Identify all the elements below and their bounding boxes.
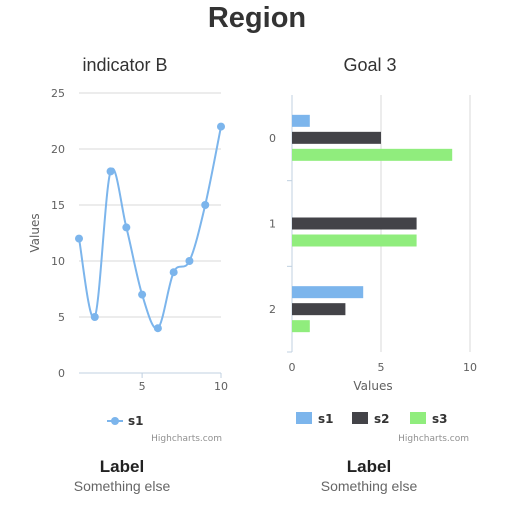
bar-s2-cat-0 [292, 131, 381, 144]
y-tick-label: 15 [51, 199, 65, 212]
chart2-title: Goal 3 [343, 55, 397, 75]
y-tick-label: 0 [58, 367, 65, 380]
data-point [217, 122, 225, 131]
category-label: 2 [269, 303, 276, 316]
y-tick-label: 20 [51, 143, 65, 156]
legend-label-s1: s1 [128, 414, 144, 428]
data-point [169, 268, 178, 277]
bar-s1-cat-0 [292, 114, 310, 127]
bar-s2-cat-2 [292, 303, 346, 316]
label-block-right: Label Something else [289, 457, 449, 494]
data-point [138, 290, 147, 299]
x-axis-title: Values [353, 379, 392, 393]
data-point [153, 324, 162, 333]
x-tick-label: 10 [463, 361, 477, 374]
legend-marker-s1 [111, 417, 119, 425]
legend-swatch-s1 [296, 412, 312, 424]
x-tick-label: 5 [139, 380, 146, 393]
bar-s3-cat-1 [292, 234, 417, 247]
bar-s3-cat-2 [292, 320, 310, 333]
label-subtitle: Something else [73, 478, 171, 494]
y-tick-label: 5 [58, 311, 65, 324]
bar-s2-cat-1 [292, 217, 417, 230]
label-block-left: Label Something else [42, 457, 202, 494]
credit-text: Highcharts.com [398, 434, 469, 444]
legend-label-s2: s2 [374, 412, 390, 426]
data-point [106, 167, 115, 176]
data-point [201, 201, 210, 209]
credit-text: Highcharts.com [151, 434, 222, 444]
legend-swatch-s3 [410, 412, 426, 424]
x-tick-label: 10 [214, 380, 228, 393]
legend-label-s3: s3 [432, 412, 448, 426]
category-label: 1 [269, 218, 276, 231]
label-title: Label [346, 457, 392, 476]
label-subtitle: Something else [320, 478, 418, 494]
bar-s1-cat-2 [292, 286, 364, 299]
category-label: 0 [269, 132, 276, 145]
bar-s3-cat-0 [292, 148, 453, 161]
data-point [185, 257, 194, 265]
y-tick-label: 25 [51, 87, 65, 100]
legend-label-s1: s1 [318, 412, 334, 426]
x-tick-label: 5 [378, 361, 385, 374]
legend-swatch-s2 [352, 412, 368, 424]
data-point [122, 223, 131, 232]
data-point [90, 313, 99, 321]
x-tick-label: 0 [289, 361, 296, 374]
page-title: Region [207, 2, 307, 34]
chart1-title: indicator B [82, 55, 168, 75]
data-point [75, 234, 83, 243]
y-tick-label: 10 [51, 255, 65, 268]
y-axis-title: Values [28, 213, 42, 252]
label-title: Label [99, 457, 145, 476]
